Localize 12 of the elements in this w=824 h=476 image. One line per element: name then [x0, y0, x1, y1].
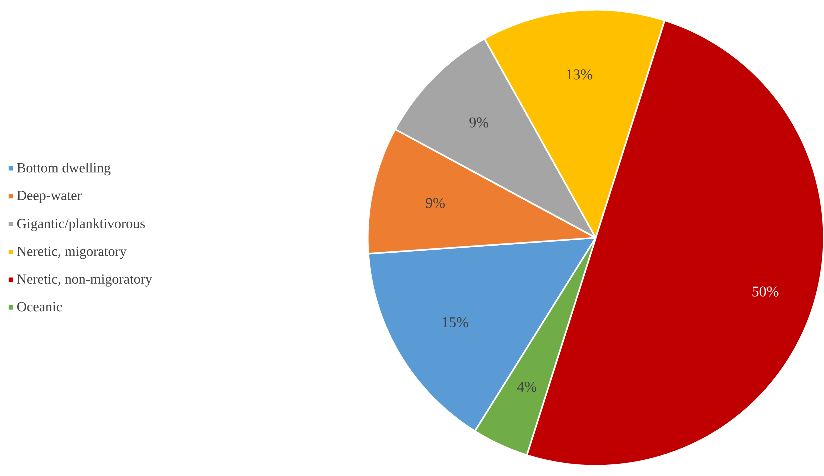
data-label: 4%	[517, 382, 537, 392]
data-label: 9%	[426, 198, 445, 208]
legend-label: Oceanic	[17, 302, 62, 312]
data-label: 13%	[567, 70, 593, 80]
legend-label: Deep-water	[17, 191, 82, 204]
data-label: 9%	[470, 118, 489, 128]
legend-label: Bottom dwelling	[17, 162, 111, 176]
legend-label: Neretic, migoratory	[17, 246, 127, 260]
legend-label: Neretic, non-migoratory	[17, 274, 152, 287]
data-label: 50%	[752, 286, 779, 297]
legend-label: Gigantic/planktivorous	[17, 218, 146, 232]
data-label: 15%	[442, 317, 468, 328]
